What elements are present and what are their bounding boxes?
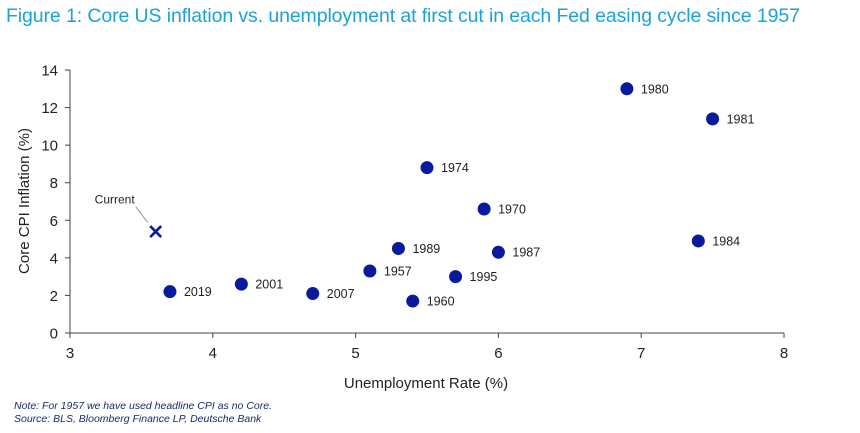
data-point-2007 (306, 287, 320, 301)
data-label-2007: 2007 (327, 287, 355, 301)
y-tick-label: 14 (41, 63, 58, 80)
x-tick-label: 4 (209, 345, 217, 362)
x-tick-label: 5 (351, 345, 359, 362)
data-label-1981: 1981 (727, 112, 755, 126)
data-label-2001: 2001 (255, 278, 283, 292)
x-tick-label: 8 (780, 345, 788, 362)
current-marker (149, 225, 163, 238)
data-label-1989: 1989 (412, 242, 440, 256)
current-label: Current (95, 193, 136, 207)
data-label-1974: 1974 (441, 161, 469, 175)
data-point-1989 (391, 241, 405, 255)
data-label-1984: 1984 (712, 234, 740, 248)
data-label-1980: 1980 (641, 82, 669, 96)
data-label-1957: 1957 (384, 265, 412, 279)
chart-title: Figure 1: Core US inflation vs. unemploy… (6, 5, 800, 27)
data-label-1970: 1970 (498, 203, 526, 217)
y-tick-label: 12 (41, 100, 58, 117)
current-leader-line (135, 206, 149, 223)
data-label-2019: 2019 (184, 285, 212, 299)
data-point-2019 (163, 285, 177, 299)
y-tick-label: 10 (41, 138, 58, 155)
chart-source: Source: BLS, Bloomberg Finance LP, Deuts… (14, 413, 262, 425)
data-label-1987: 1987 (512, 246, 540, 260)
x-tick-label: 7 (637, 345, 645, 362)
data-points: 1980 1981 1974 1970 1984 1989 1987 1957 1995 2001… (95, 82, 755, 309)
y-axis-label: Core CPI Inflation (%) (16, 128, 33, 274)
data-point-1984 (691, 234, 705, 248)
data-point-1987 (491, 245, 505, 259)
axes: 0 2 4 6 8 10 12 14 3 4 5 6 7 8 (41, 63, 788, 363)
x-tick-label: 6 (494, 345, 502, 362)
y-tick-label: 4 (50, 250, 58, 267)
y-tick-label: 8 (50, 175, 58, 192)
data-point-1974 (420, 161, 434, 175)
data-point-1970 (477, 202, 491, 216)
y-tick-label: 6 (50, 213, 58, 230)
x-axis-label: Unemployment Rate (%) (344, 375, 508, 392)
y-tick-label: 2 (50, 288, 58, 305)
data-point-1960 (406, 294, 420, 308)
chart-note: Note: For 1957 we have used headline CPI… (14, 400, 272, 412)
data-point-1995 (449, 270, 463, 284)
data-point-1980 (620, 82, 634, 96)
data-point-1957 (363, 264, 377, 278)
y-tick-label: 0 (50, 326, 58, 343)
data-point-2001 (234, 277, 248, 291)
x-tick-label: 3 (66, 345, 74, 362)
data-point-1981 (706, 112, 720, 126)
data-label-1960: 1960 (427, 295, 455, 309)
data-label-1995: 1995 (470, 270, 498, 284)
